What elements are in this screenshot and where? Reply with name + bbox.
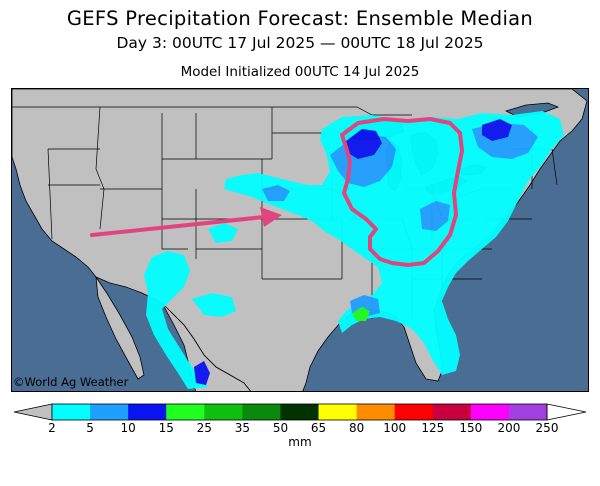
colorbar-tick-label: 150 (459, 421, 483, 435)
credit-label: ©World Ag Weather (13, 375, 129, 389)
colorbar-tick-label: 65 (310, 421, 327, 435)
colorbar-tick-label: 15 (158, 421, 174, 435)
colorbar-unit: mm (288, 435, 312, 449)
colorbar-tick-label: 125 (421, 421, 445, 435)
colorbar-swatch (318, 404, 357, 420)
annotation-arrow-head (260, 207, 282, 227)
colorbar-tick-label: 10 (120, 421, 136, 435)
colorbar-swatch (242, 404, 281, 420)
colorbar-swatch (166, 404, 205, 420)
colorbar-tick-label: 25 (196, 421, 212, 435)
colorbar-swatch (90, 404, 129, 420)
colorbar-swatch (280, 404, 319, 420)
map-canvas (12, 89, 588, 391)
colorbar-swatch (432, 404, 472, 420)
colorbar-high-arrow (546, 403, 587, 421)
colorbar-swatch (356, 404, 395, 420)
colorbar-tick-label: 250 (535, 421, 559, 435)
colorbar-tick-label: 50 (272, 421, 289, 435)
annotation-outline (340, 117, 464, 267)
forecast-period: Day 3: 00UTC 17 Jul 2025 — 00UTC 18 Jul … (116, 34, 484, 52)
model-init-time: Model Initialized 00UTC 14 Jul 2025 (180, 64, 420, 80)
colorbar-swatch (470, 404, 510, 420)
baja-peninsula (95, 276, 145, 380)
colorbar-swatches (52, 404, 548, 420)
colorbar-frame (51, 403, 548, 421)
precip-layer (144, 111, 564, 389)
precipitation-map: ©World Ag Weather (11, 88, 589, 392)
colorbar-swatch (204, 404, 243, 420)
colorbar-tick-label: 5 (86, 421, 94, 435)
colorbar-tick-label: 100 (383, 421, 407, 435)
colorbar-swatch (128, 404, 167, 420)
colorbar-swatch (508, 404, 548, 420)
colorbar-tick-label: 2 (48, 421, 56, 435)
colorbar (13, 403, 587, 421)
colorbar-low-arrow (13, 403, 53, 421)
annotations (90, 117, 464, 267)
colorbar-tick-label: 80 (348, 421, 365, 435)
colorbar-swatch (52, 404, 91, 420)
colorbar-swatch (394, 404, 434, 420)
map-title: GEFS Precipitation Forecast: Ensemble Me… (66, 7, 534, 30)
colorbar-tick-label: 35 (234, 421, 251, 435)
annotation-arrow (90, 215, 266, 237)
colorbar-tick-label: 200 (497, 421, 521, 435)
